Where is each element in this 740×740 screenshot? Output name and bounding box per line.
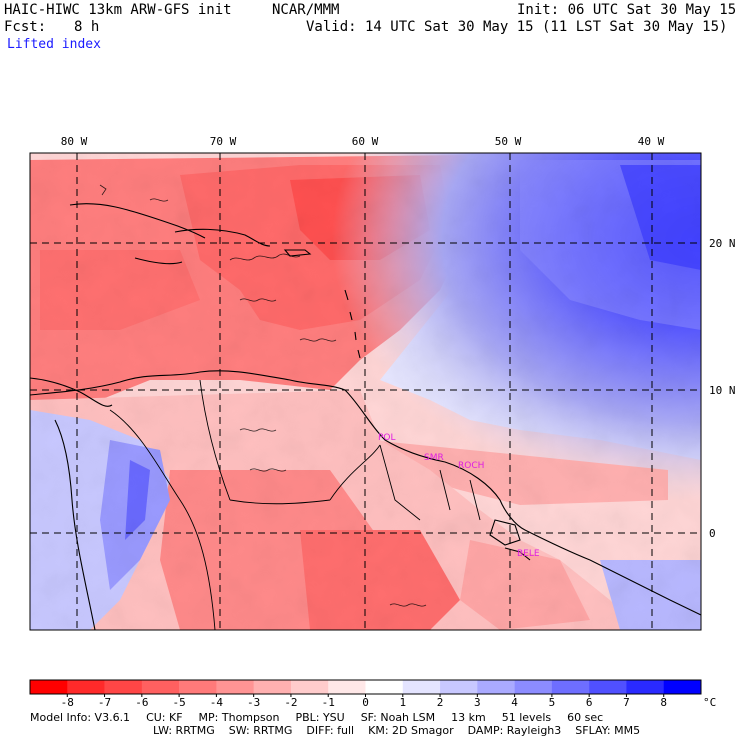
colorbar-swatch [216,680,254,694]
init-time: Init: 06 UTC Sat 30 May 15 [517,2,737,18]
colorbar-swatch [440,680,478,694]
colorbar-tick-label: -7 [98,696,111,709]
colorbar-swatch [663,680,702,694]
colorbar-swatch [514,680,553,694]
lon-label: 40 W [638,135,665,148]
colorbar-tick-label: 7 [623,696,630,709]
contour-lines [99,184,427,607]
colorbar-swatch [30,680,68,694]
colorbar: -8 -7 -6 -5 -4 -3 -2 -1 0 1 2 3 4 5 6 7 8 °C [29,679,716,709]
valid-time: Valid: 14 UTC Sat 30 May 15 (11 LST Sat … [306,19,728,35]
station-labels: POL SMR ROCH BELE [378,433,540,559]
colorbar-swatch [551,680,590,694]
colorbar-swatch [290,680,329,694]
colorbar-tick-label: 0 [362,696,369,709]
model-info-item: KM: 2D Smagor [368,724,454,737]
colorbar-tick-label: -5 [172,696,185,709]
model-info-item: DIFF: full [306,724,355,737]
model-info-line-2: LW: RRTMG SW: RRTMG DIFF: full KM: 2D Smago… [153,724,654,737]
colorbar-tick-label: -1 [322,696,335,709]
org-label: NCAR/MMM [272,2,340,18]
colorbar-tick-label: 8 [660,696,667,709]
model-info-item: DAMP: Rayleigh3 [467,724,562,737]
lat-label: 0 [709,527,716,540]
colorbar-tick-label: 2 [437,696,444,709]
colorbar-swatch [477,680,515,694]
model-info-item: SF: Noah LSM [360,711,436,724]
model-info-item: CU: KF [146,711,183,724]
model-info-item: SW: RRTMG [228,724,293,737]
model-title: HAIC-HIWC 13km ARW-GFS init [4,2,232,18]
model-info-line-1: Model Info: V3.6.1 CU: KF MP: Thompson PBL:… [30,711,619,724]
lon-label: 60 W [352,135,379,148]
forecast-hour: 8 h [74,19,100,35]
colorbar-swatch [104,680,143,694]
model-info-item: MP: Thompson [198,711,280,724]
model-info-item: 60 sec [567,711,604,724]
forecast-label: Fcst: [4,19,47,35]
colorbar-tick-label: 1 [399,696,406,709]
model-info-item: Model Info: V3.6.1 [30,711,131,724]
station-label: POL [378,433,396,443]
model-info-item: SFLAY: MM5 [575,724,641,737]
colorbar-swatch [626,680,665,694]
colorbar-swatch [141,680,180,694]
station-label: ROCH [458,461,484,471]
colorbar-tick-label: -4 [210,696,224,709]
map-frame [29,152,702,631]
colorbar-swatch [365,680,404,694]
colorbar-tick-label: 3 [474,696,481,709]
shaded-field [30,153,701,630]
colorbar-swatch [589,680,627,694]
longitude-labels: 80 W 70 W 60 W 50 W 40 W [61,135,665,148]
field-name: Lifted index [7,37,101,52]
lat-label: 20 N [709,237,736,250]
model-info-item: 51 levels [501,711,552,724]
colorbar-tick-label: 4 [511,696,518,709]
colorbar-swatch [179,680,217,694]
lat-lon-grid [30,153,701,630]
model-info-item: LW: RRTMG [153,724,215,737]
latitude-labels: 20 N 10 N 0 [709,237,736,540]
station-label: BELE [517,549,540,559]
coastlines [30,203,701,630]
model-info-item: PBL: YSU [295,711,345,724]
model-info-item: 13 km [451,711,486,724]
lon-label: 70 W [210,135,237,148]
colorbar-unit: °C [703,696,716,709]
colorbar-tick-label: 6 [586,696,593,709]
colorbar-tick-label: -2 [284,696,297,709]
colorbar-tick-label: 5 [549,696,556,709]
colorbar-swatch [67,680,105,694]
colorbar-swatch [253,680,292,694]
station-label: SMR [424,453,444,463]
lat-label: 10 N [709,384,736,397]
lon-label: 80 W [61,135,88,148]
colorbar-swatch [402,680,441,694]
colorbar-tick-label: -8 [61,696,74,709]
colorbar-tick-label: -6 [135,696,148,709]
lon-label: 50 W [495,135,522,148]
colorbar-tick-label: -3 [247,696,260,709]
colorbar-swatch [328,680,366,694]
